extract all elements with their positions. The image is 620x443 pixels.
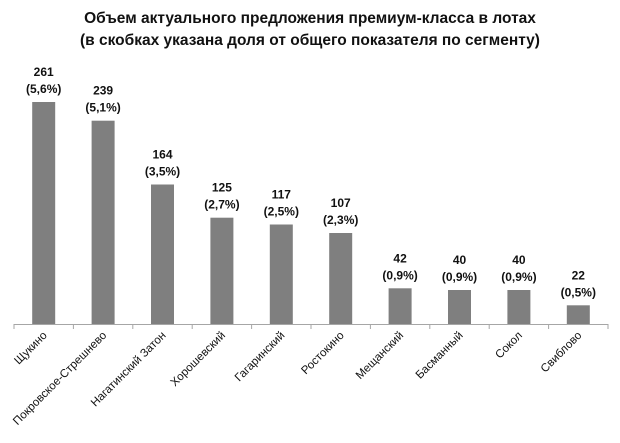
x-tick-label: Басманный bbox=[414, 330, 466, 382]
x-tick-label: Щукино bbox=[12, 330, 49, 367]
bar-share-label: (2,5%) bbox=[264, 205, 299, 219]
bar bbox=[151, 184, 174, 324]
chart-title-block: Объем актуального предложения премиум-кл… bbox=[0, 8, 620, 52]
bar bbox=[32, 102, 56, 324]
chart-subtitle: (в скобках указана доля от общего показа… bbox=[80, 32, 540, 49]
x-tick-label: Гагаринский bbox=[233, 330, 288, 385]
bar-share-label: (0,9%) bbox=[501, 270, 536, 284]
x-tick-label: Ростокино bbox=[299, 330, 346, 377]
bar bbox=[566, 305, 590, 324]
bar-value-label: 261 bbox=[34, 65, 54, 79]
bar-share-label: (2,7%) bbox=[204, 198, 239, 212]
bar-value-label: 117 bbox=[272, 188, 292, 202]
bar-value-label: 42 bbox=[393, 251, 407, 265]
bar bbox=[91, 120, 115, 324]
bar-share-label: (5,6%) bbox=[26, 82, 61, 96]
chart-title: Объем актуального предложения премиум-кл… bbox=[84, 10, 536, 27]
x-tick-label: Мещанский bbox=[354, 330, 406, 382]
bar-share-label: (2,3%) bbox=[323, 213, 358, 227]
bar-share-label: (5,1%) bbox=[85, 101, 120, 115]
bar-value-label: 22 bbox=[572, 268, 586, 282]
bar-value-label: 125 bbox=[212, 181, 232, 195]
x-tick-label: Свиблово bbox=[539, 330, 585, 376]
bar bbox=[388, 288, 412, 324]
bar bbox=[329, 233, 353, 324]
bar bbox=[507, 290, 531, 324]
bar-value-label: 40 bbox=[512, 253, 526, 267]
bar bbox=[210, 217, 234, 324]
bar bbox=[269, 224, 293, 324]
bar-value-label: 40 bbox=[453, 253, 467, 267]
x-tick-label: Хорошевский bbox=[169, 330, 228, 389]
bar-share-label: (0,9%) bbox=[382, 268, 417, 282]
bar-value-label: 107 bbox=[331, 196, 351, 210]
bar-value-label: 239 bbox=[93, 84, 113, 98]
bar bbox=[448, 290, 471, 324]
bar-value-label: 164 bbox=[152, 148, 172, 162]
bar-share-label: (0,5%) bbox=[561, 285, 596, 299]
bar-share-label: (3,5%) bbox=[145, 165, 180, 179]
bar-share-label: (0,9%) bbox=[442, 270, 477, 284]
x-tick-label: Сокол bbox=[493, 330, 525, 362]
